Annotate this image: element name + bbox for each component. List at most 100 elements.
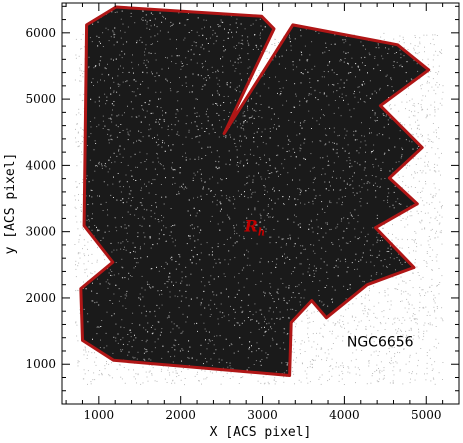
star-point <box>307 382 309 384</box>
star-point <box>345 40 347 42</box>
star-point <box>436 136 437 138</box>
star-point <box>120 37 122 39</box>
star-point <box>208 339 210 341</box>
star-point <box>244 184 246 186</box>
star-point <box>394 322 396 324</box>
star-point <box>387 288 389 290</box>
star-point <box>318 295 320 296</box>
star-point <box>382 58 384 60</box>
star-point <box>403 280 405 282</box>
star-point <box>430 141 432 142</box>
star-point <box>300 122 301 124</box>
star-point <box>245 227 247 229</box>
star-point <box>198 156 200 158</box>
star-point <box>393 38 395 40</box>
star-point <box>295 326 296 328</box>
star-point <box>435 171 437 173</box>
star-point <box>236 45 238 46</box>
star-point <box>420 244 422 246</box>
star-point <box>263 335 265 337</box>
star-point <box>119 153 121 155</box>
star-point <box>310 221 312 222</box>
star-point <box>247 109 249 111</box>
star-point <box>154 212 156 214</box>
star-point <box>374 114 376 116</box>
star-point <box>431 260 433 261</box>
star-point <box>107 129 109 130</box>
star-point <box>80 80 82 82</box>
star-point <box>194 112 196 114</box>
star-point <box>268 51 270 53</box>
star-point <box>225 137 227 139</box>
star-point <box>83 93 85 95</box>
star-point <box>252 108 253 110</box>
star-point <box>286 100 287 102</box>
star-point <box>151 364 153 366</box>
star-point <box>376 241 378 243</box>
star-point <box>384 329 386 330</box>
y-tick-label: 1000 <box>25 357 56 371</box>
star-point <box>418 331 420 333</box>
star-point <box>225 163 227 165</box>
star-point <box>91 262 93 264</box>
star-point <box>353 130 355 132</box>
star-point <box>109 135 111 137</box>
star-point <box>222 312 224 314</box>
star-point <box>228 216 230 218</box>
star-point <box>324 128 326 130</box>
star-point <box>379 70 381 71</box>
star-point <box>424 295 426 296</box>
star-point <box>303 142 305 144</box>
star-point <box>212 29 214 31</box>
star-point <box>122 23 124 25</box>
star-point <box>334 43 336 45</box>
star-point <box>255 284 257 285</box>
star-point <box>279 88 281 89</box>
star-point <box>255 222 256 224</box>
star-point <box>350 184 352 186</box>
star-point <box>293 373 295 375</box>
star-point <box>434 115 436 117</box>
star-point <box>159 163 161 164</box>
star-point <box>376 217 378 219</box>
star-point <box>236 126 238 128</box>
star-point <box>258 172 259 174</box>
star-point <box>379 87 381 89</box>
star-point <box>91 81 93 83</box>
star-point <box>417 124 419 126</box>
star-point <box>241 311 243 313</box>
star-point <box>361 256 363 258</box>
star-point <box>229 378 231 379</box>
star-point <box>415 121 416 123</box>
star-point <box>222 45 224 47</box>
star-point <box>432 59 434 61</box>
star-point <box>274 377 276 379</box>
star-point <box>334 100 336 101</box>
star-point <box>205 19 207 21</box>
star-point <box>197 17 199 19</box>
star-point <box>132 67 134 69</box>
star-point <box>412 115 414 117</box>
star-point <box>110 134 112 136</box>
star-point <box>230 367 232 369</box>
star-point <box>392 362 394 364</box>
star-point <box>429 349 431 351</box>
star-point <box>223 315 225 317</box>
star-point <box>161 68 163 70</box>
star-point <box>249 153 251 155</box>
star-point <box>331 69 333 71</box>
star-point <box>111 114 113 116</box>
star-point <box>412 134 414 136</box>
star-point <box>351 315 353 317</box>
star-point <box>419 286 421 288</box>
star-point <box>177 110 179 112</box>
star-point <box>347 218 349 220</box>
star-point <box>392 65 394 66</box>
star-point <box>347 103 349 105</box>
star-point <box>398 203 400 205</box>
star-point <box>433 378 435 380</box>
star-point <box>421 108 423 110</box>
star-point <box>87 383 88 385</box>
star-point <box>197 226 199 228</box>
star-point <box>300 189 302 191</box>
